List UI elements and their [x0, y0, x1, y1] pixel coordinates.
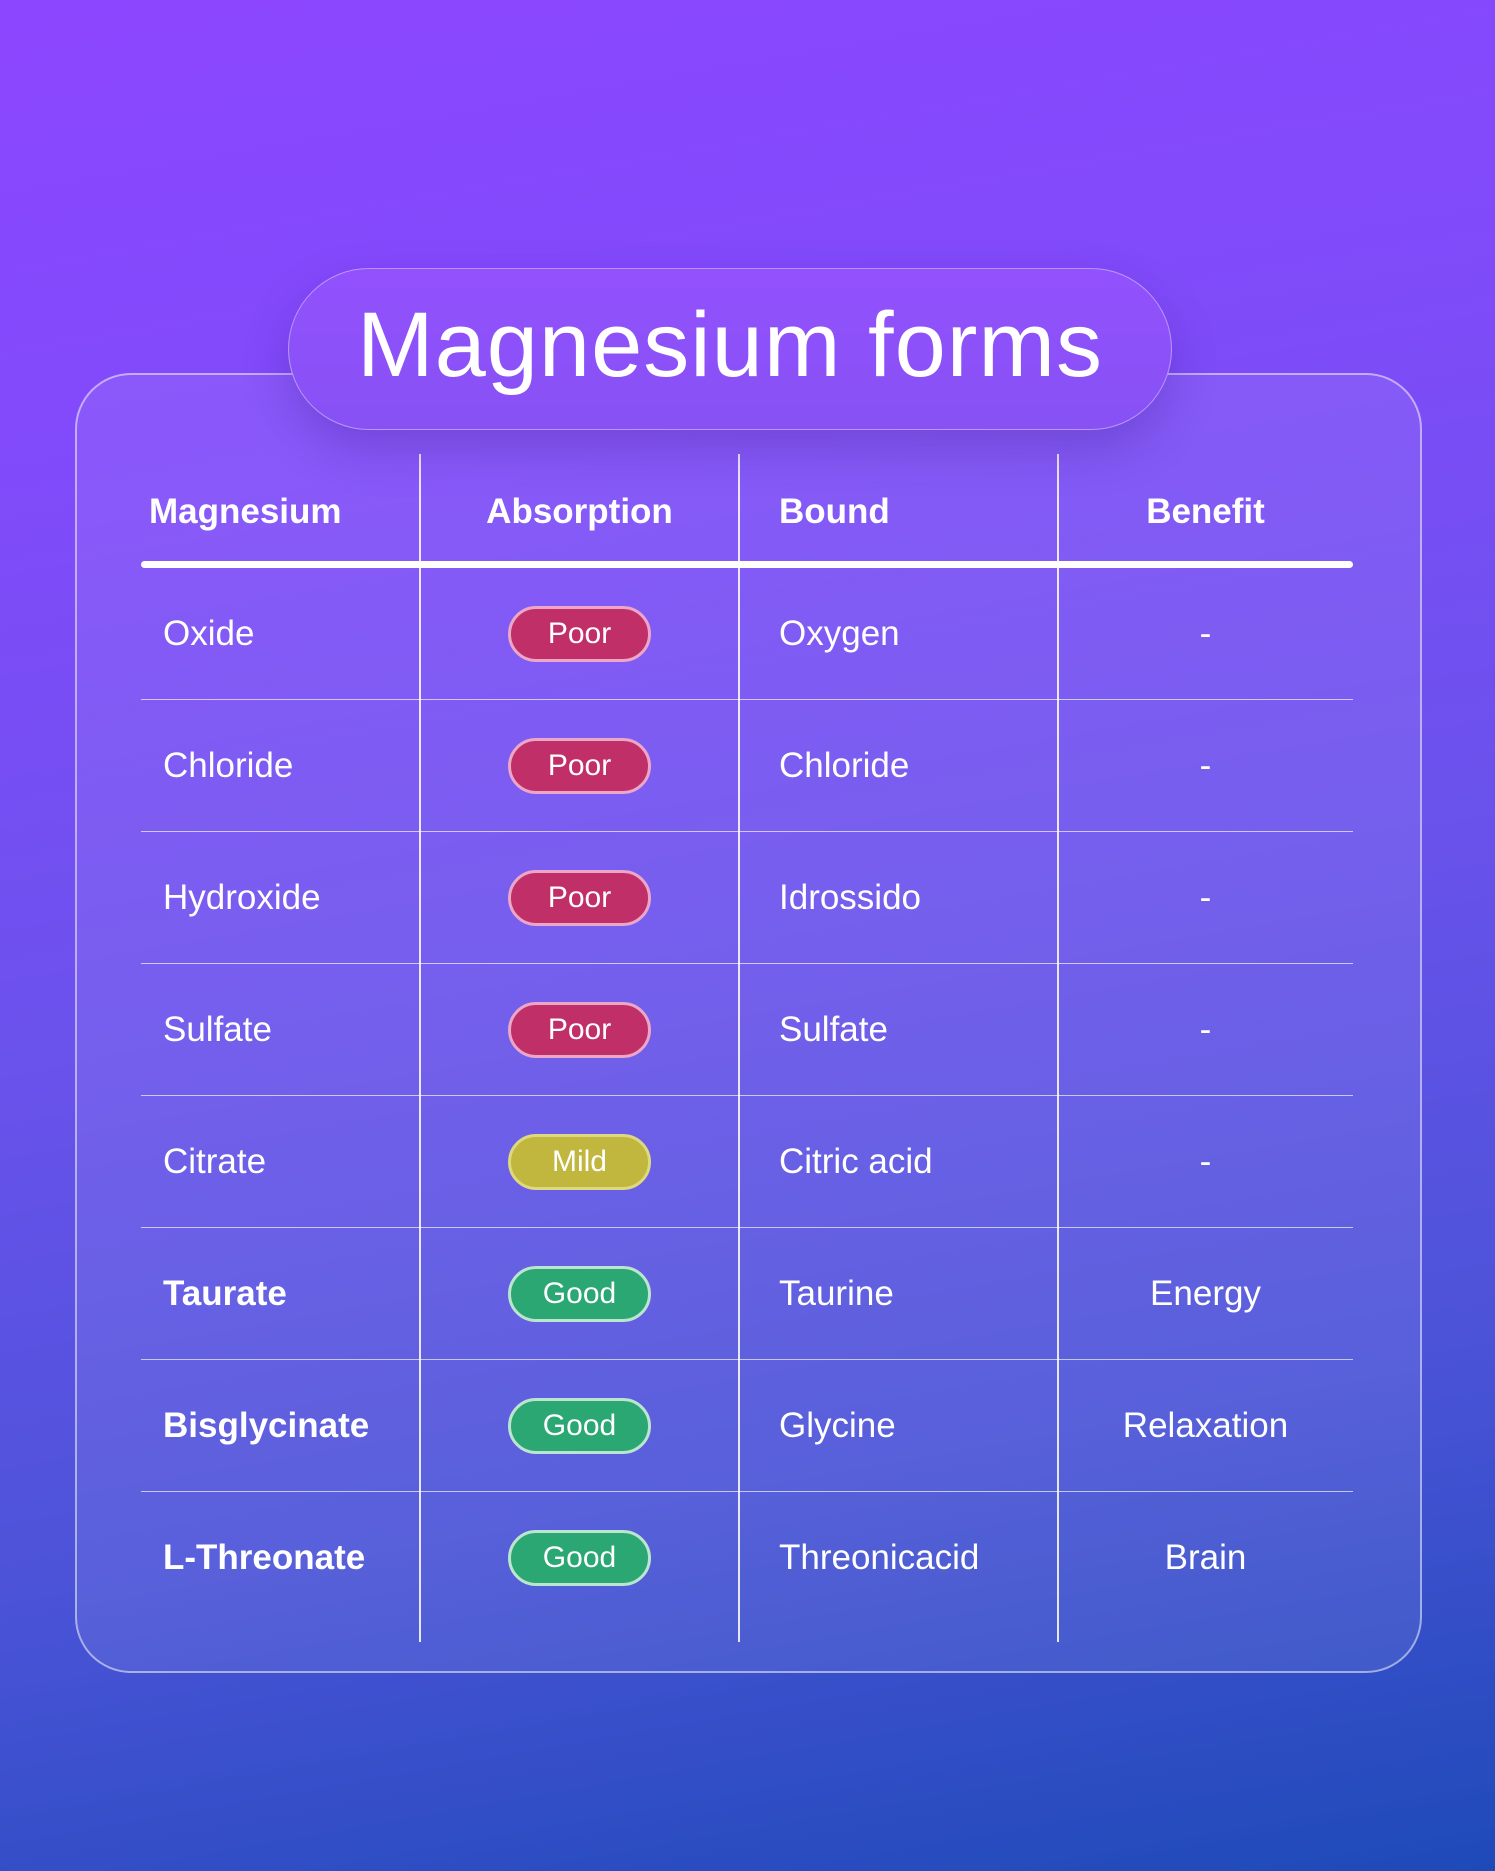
- row-absorption-cell: Good: [420, 1530, 739, 1586]
- table-card: Magnesium Absorption Bound Benefit Oxide…: [75, 373, 1422, 1673]
- row-name: Bisglycinate: [163, 1405, 370, 1445]
- table-row: Taurate Good Taurine Energy: [141, 1228, 1353, 1360]
- absorption-badge: Good: [508, 1265, 651, 1322]
- row-bound: Citric acid: [779, 1141, 933, 1181]
- header-underline: [141, 561, 1353, 568]
- row-bound: Idrossido: [779, 877, 922, 917]
- absorption-badge: Poor: [508, 605, 651, 662]
- row-absorption-cell: Poor: [420, 737, 739, 794]
- column-divider-2: [738, 454, 740, 1642]
- title-pill: Magnesium forms: [288, 268, 1172, 430]
- row-benefit: Relaxation: [1122, 1405, 1289, 1445]
- row-name: Sulfate: [163, 1009, 272, 1049]
- column-divider-3: [1057, 454, 1059, 1642]
- absorption-badge: Good: [508, 1397, 651, 1454]
- row-name: Oxide: [163, 613, 255, 653]
- row-absorption-cell: Poor: [420, 1001, 739, 1058]
- row-absorption-cell: Good: [420, 1265, 739, 1322]
- row-bound: Glycine: [779, 1405, 896, 1445]
- row-bound: Threonicacid: [779, 1538, 980, 1577]
- table-rows: Oxide Poor Oxygen - Chloride Poor Chlori…: [141, 568, 1353, 1624]
- table-row: L-Threonate Good Threonicacid Brain: [141, 1492, 1353, 1624]
- row-benefit: -: [1199, 1141, 1212, 1181]
- row-bound: Chloride: [779, 745, 910, 785]
- row-name: L-Threonate: [163, 1538, 366, 1577]
- row-benefit: Brain: [1164, 1538, 1247, 1577]
- row-benefit: -: [1199, 1009, 1212, 1049]
- table-row: Chloride Poor Chloride -: [141, 700, 1353, 832]
- row-name: Hydroxide: [163, 877, 321, 917]
- row-name: Citrate: [163, 1141, 267, 1181]
- absorption-badge: Good: [508, 1530, 651, 1586]
- row-bound: Taurine: [779, 1273, 894, 1313]
- row-benefit: -: [1199, 745, 1212, 785]
- absorption-badge: Poor: [508, 737, 651, 794]
- row-benefit: Energy: [1150, 1273, 1261, 1313]
- row-benefit: -: [1199, 877, 1212, 917]
- column-divider-1: [419, 454, 421, 1642]
- table-row: Hydroxide Poor Idrossido -: [141, 832, 1353, 964]
- absorption-badge: Poor: [508, 1001, 651, 1058]
- row-absorption-cell: Poor: [420, 869, 739, 926]
- header-benefit: Benefit: [1146, 492, 1265, 531]
- row-name: Chloride: [163, 745, 294, 785]
- table-row: Citrate Mild Citric acid -: [141, 1096, 1353, 1228]
- table-row: Oxide Poor Oxygen -: [141, 568, 1353, 700]
- row-name: Taurate: [163, 1273, 287, 1313]
- absorption-badge: Mild: [508, 1133, 651, 1190]
- row-bound: Oxygen: [779, 613, 900, 653]
- row-absorption-cell: Mild: [420, 1133, 739, 1190]
- table-row: Sulfate Poor Sulfate -: [141, 964, 1353, 1096]
- row-bound: Sulfate: [779, 1009, 888, 1049]
- row-absorption-cell: Poor: [420, 605, 739, 662]
- row-absorption-cell: Good: [420, 1397, 739, 1454]
- row-benefit: -: [1199, 613, 1212, 653]
- header-magnesium: Magnesium: [149, 492, 342, 531]
- page-title: Magnesium forms: [356, 294, 1104, 396]
- table-row: Bisglycinate Good Glycine Relaxation: [141, 1360, 1353, 1492]
- header-bound: Bound: [779, 492, 890, 531]
- absorption-badge: Poor: [508, 869, 651, 926]
- header-absorption: Absorption: [486, 492, 673, 531]
- table-header-row: Magnesium Absorption Bound Benefit: [141, 487, 1353, 537]
